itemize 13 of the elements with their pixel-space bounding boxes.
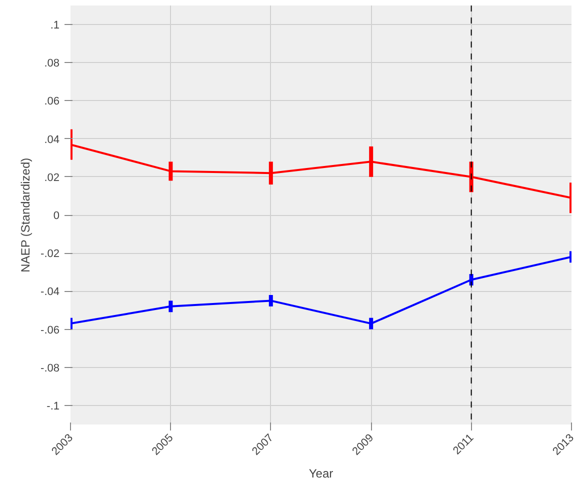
y-tick-label: -.02 <box>40 248 60 260</box>
y-tick-label: .04 <box>44 134 60 146</box>
y-tick-label: 0 <box>53 210 60 222</box>
x-axis-title: Year <box>308 466 334 480</box>
y-tick-label: .06 <box>44 96 60 108</box>
y-axis-title: NAEP (Standardized) <box>18 158 33 272</box>
y-tick-label: -.08 <box>40 362 60 374</box>
y-tick-label: .02 <box>44 172 60 184</box>
y-tick-label: -.1 <box>46 400 60 412</box>
y-tick-label: .08 <box>44 58 60 70</box>
y-tick-label: -.04 <box>40 286 60 298</box>
y-tick-label: .1 <box>50 20 60 32</box>
y-tick-label: -.06 <box>40 324 60 336</box>
